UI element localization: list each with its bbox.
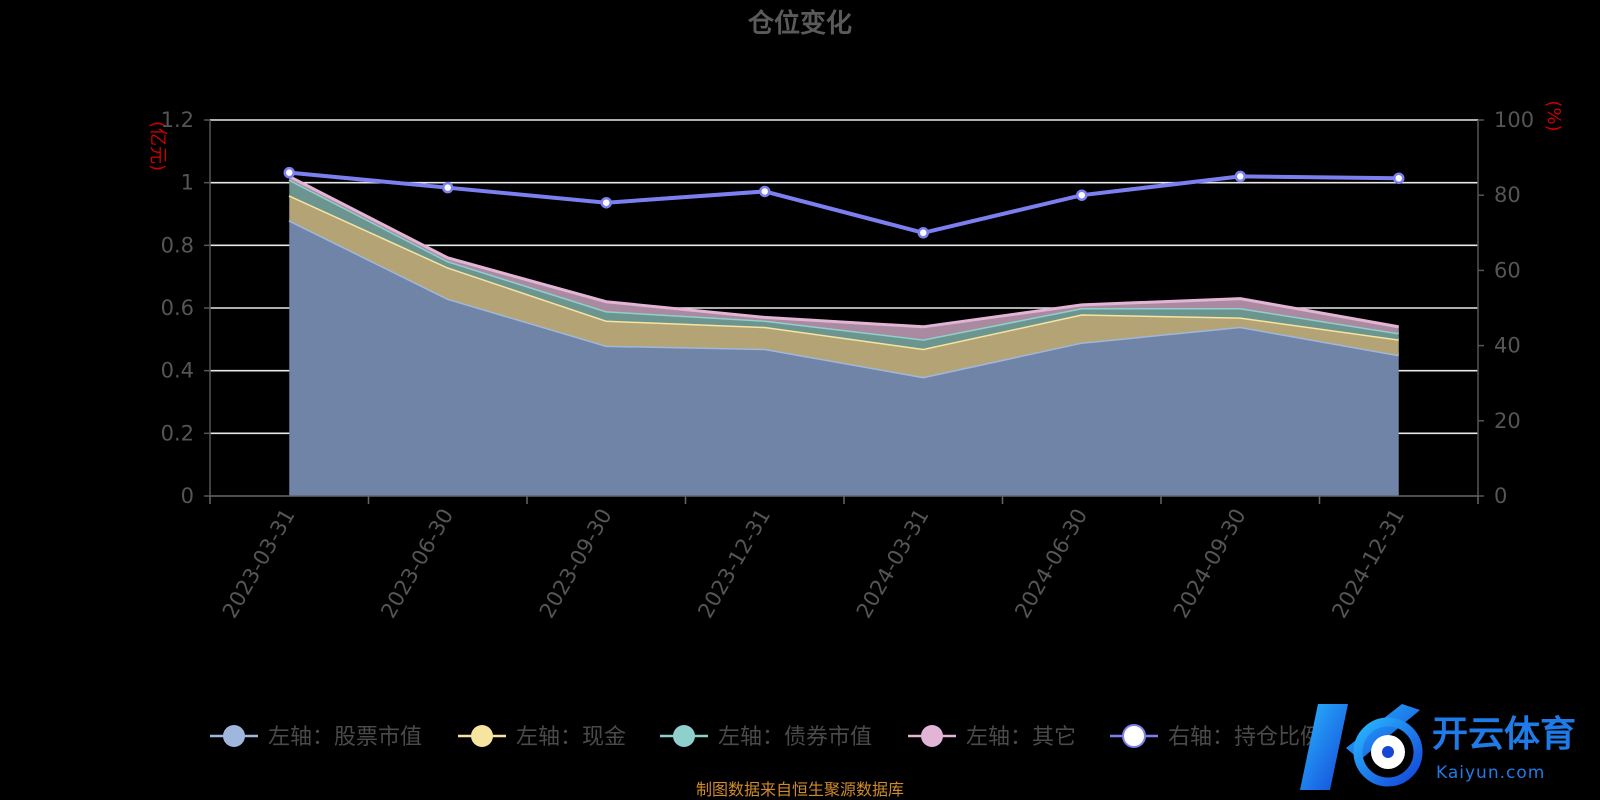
watermark-logo: 开云体育 Kaiyun.com bbox=[1300, 704, 1576, 790]
logo-k-arm bbox=[1346, 704, 1420, 760]
left-tick-label: 0 bbox=[181, 484, 194, 508]
left-tick-label: 0.8 bbox=[161, 233, 194, 257]
left-tick-label: 1 bbox=[181, 171, 194, 195]
holding-ratio-series bbox=[283, 166, 1405, 239]
watermark-name: 开云体育 bbox=[1432, 714, 1576, 755]
holding-ratio-point bbox=[1234, 170, 1246, 183]
right-tick-label: 20 bbox=[1494, 409, 1521, 433]
right-tick-label: 40 bbox=[1494, 334, 1521, 358]
x-tick-label: 2023-06-30 bbox=[376, 505, 458, 623]
area-band-3 bbox=[289, 179, 1399, 349]
right-tick-label: 100 bbox=[1494, 108, 1534, 132]
legend-label-2: 左轴：现金 bbox=[516, 725, 626, 750]
legend-marker-1 bbox=[223, 725, 245, 747]
area-top-line-4 bbox=[288, 175, 1400, 329]
x-tick-label: 2023-12-31 bbox=[693, 505, 775, 623]
right-tick-label: 60 bbox=[1494, 258, 1521, 282]
soccer-ball-patch bbox=[1382, 746, 1394, 758]
x-tick-label: 2023-09-30 bbox=[535, 505, 617, 623]
x-tick-label: 2023-03-31 bbox=[218, 505, 300, 623]
chart-title: 仓位变化 bbox=[747, 8, 852, 39]
legend-marker-2 bbox=[471, 725, 493, 747]
area-band-1 bbox=[289, 220, 1399, 496]
holding-ratio-point bbox=[759, 185, 771, 198]
holding-ratio-point bbox=[1393, 172, 1405, 185]
x-tick-label: 2024-09-30 bbox=[1169, 505, 1251, 623]
left-axis-unit: (亿元) bbox=[147, 121, 168, 171]
holding-ratio-point bbox=[917, 227, 929, 239]
holding-ratio-point bbox=[283, 166, 295, 179]
left-tick-label: 0.6 bbox=[161, 296, 194, 320]
right-axis-unit: (%) bbox=[1543, 100, 1564, 131]
x-tick-label: 2024-03-31 bbox=[852, 505, 934, 623]
legend-label-3: 左轴：债券市值 bbox=[718, 725, 872, 750]
left-tick-label: 0.4 bbox=[161, 359, 194, 383]
holding-ratio-line bbox=[289, 170, 1399, 235]
holding-ratio-point bbox=[1076, 189, 1088, 201]
x-tick-label: 2024-06-30 bbox=[1010, 505, 1092, 623]
legend-marker-4 bbox=[921, 725, 943, 747]
logo-ring bbox=[1353, 717, 1423, 787]
area-band-2 bbox=[289, 195, 1399, 377]
legend-label-4: 左轴：其它 bbox=[966, 725, 1076, 750]
watermark-sub: Kaiyun.com bbox=[1436, 763, 1545, 783]
x-tick-label: 2024-12-31 bbox=[1327, 505, 1409, 623]
left-tick-label: 1.2 bbox=[161, 108, 194, 132]
right-tick-label: 0 bbox=[1494, 484, 1507, 508]
left-tick-label: 0.2 bbox=[161, 421, 194, 445]
holding-ratio-point bbox=[442, 181, 454, 194]
legend-label-1: 左轴：股票市值 bbox=[268, 725, 422, 750]
logo-k-stem bbox=[1300, 704, 1348, 790]
holding-ratio-point bbox=[600, 196, 612, 209]
legend: 左轴：股票市值 左轴：现金 左轴：债券市值 左轴：其它 右轴：持仓比例 bbox=[210, 724, 1322, 750]
legend-marker-3 bbox=[673, 725, 695, 747]
right-tick-label: 80 bbox=[1494, 183, 1521, 207]
legend-label-5: 右轴：持仓比例 bbox=[1168, 725, 1322, 750]
stacked-areas bbox=[288, 175, 1400, 496]
source-note: 制图数据来自恒生聚源数据库 bbox=[696, 780, 904, 799]
legend-marker-5 bbox=[1122, 724, 1146, 748]
